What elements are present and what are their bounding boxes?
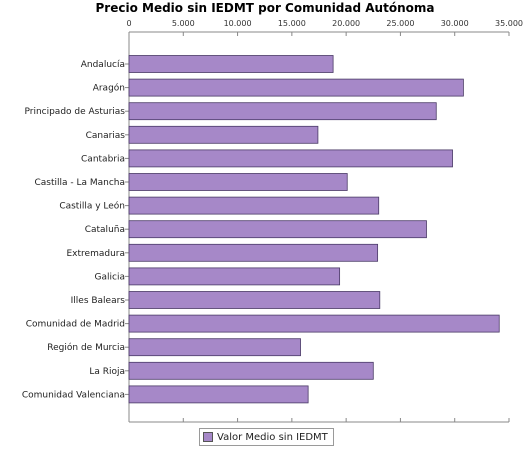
y-axis: Andalucía Aragón Principado de Asturias Can…	[22, 32, 130, 422]
category-label: Aragón	[93, 83, 125, 94]
category-label: Illes Balears	[71, 296, 126, 306]
bars	[128, 55, 500, 404]
legend: Valor Medio sin IEDMT	[199, 428, 334, 446]
bar	[128, 291, 381, 309]
x-tick-label: 20.000	[332, 19, 360, 28]
bar	[128, 267, 341, 286]
category-label: Galicia	[95, 272, 125, 282]
bar	[128, 385, 309, 404]
category-label: Andalucía	[81, 60, 125, 70]
bar	[128, 173, 348, 191]
category-label: Comunidad de Madrid	[26, 320, 125, 330]
x-tick-label: 10.000	[224, 19, 252, 28]
category-label: Castilla y León	[59, 201, 125, 212]
bar	[128, 338, 301, 357]
bar	[128, 243, 379, 262]
bar	[128, 149, 453, 168]
x-axis: 0 5.000 10.000 15.000 20.000 25.000 30.000 35.0…	[126, 19, 523, 423]
x-tick-label: 30.000	[441, 19, 469, 28]
x-tick-label: 25.000	[386, 19, 414, 28]
bar	[128, 220, 427, 239]
category-label: Extremadura	[67, 249, 126, 259]
x-tick-label: 35.000	[495, 19, 523, 28]
legend-label: Valor Medio sin IEDMT	[217, 431, 328, 443]
legend-swatch	[203, 432, 213, 442]
bar	[128, 55, 334, 73]
category-label: Comunidad Valenciana	[22, 390, 125, 400]
bar	[128, 102, 437, 121]
bar	[128, 314, 500, 333]
category-label: La Rioja	[89, 367, 125, 377]
category-label: Cataluña	[85, 225, 125, 235]
bar	[128, 125, 319, 144]
x-tick-label: 0	[126, 19, 131, 28]
category-label: Cantabria	[81, 154, 125, 164]
category-label: Canarias	[86, 131, 126, 141]
bar	[128, 196, 380, 215]
category-label: Región de Murcia	[47, 342, 125, 353]
category-label: Castilla - La Mancha	[34, 178, 125, 188]
x-tick-label: 5.000	[172, 19, 195, 28]
bar	[128, 78, 464, 97]
category-label: Principado de Asturias	[24, 107, 125, 117]
bar	[128, 361, 374, 380]
chart-title: Precio Medio sin IEDMT por Comunidad Aut…	[96, 1, 435, 15]
x-tick-label: 15.000	[278, 19, 306, 28]
